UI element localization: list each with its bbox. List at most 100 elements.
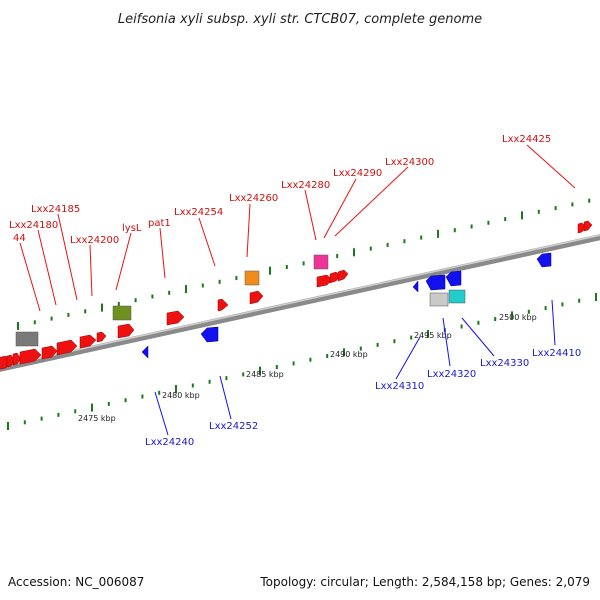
- reverse-genes: [141, 252, 552, 359]
- scale-label-2475: 2475 kbp: [78, 414, 116, 423]
- feature-box: [112, 305, 132, 321]
- reverse-gene-labels: Lxx24240 Lxx24252 Lxx24310 Lxx24320 Lxx2…: [145, 348, 581, 448]
- scale-tick: [504, 217, 507, 222]
- scale-label-2490: 2490 kbp: [330, 350, 368, 359]
- gene-label-lxx24180: Lxx24180: [9, 220, 58, 231]
- scale-tick: [554, 206, 557, 211]
- gene-arrow: [166, 310, 185, 326]
- scale-tick: [537, 209, 540, 214]
- reverse-leader-lines: [154, 299, 556, 436]
- scale-tick: [292, 361, 295, 366]
- gene-label-lxx24425: Lxx24425: [502, 134, 551, 145]
- gene-label-lxx24290: Lxx24290: [333, 168, 382, 179]
- scale-tick: [437, 229, 439, 238]
- scale-tick: [386, 242, 389, 247]
- scale-tick: [57, 412, 60, 417]
- forward-genes: [0, 220, 593, 370]
- scale-tick: [67, 312, 70, 317]
- genome-summary-text: Topology: circular; Length: 2,584,158 bp…: [259, 575, 590, 589]
- scale-tick: [326, 354, 329, 358]
- gene-label-lysl: lysL: [122, 223, 142, 234]
- scale-tick: [201, 283, 204, 288]
- scale-tick: [124, 398, 127, 403]
- scale-tick: [477, 320, 480, 325]
- scale-tick: [91, 403, 93, 412]
- feature-box: [244, 270, 260, 286]
- outer-scale-track: [17, 198, 591, 330]
- scale-tick: [191, 383, 194, 388]
- gene-arrow: [337, 269, 349, 282]
- scale-tick: [235, 276, 238, 281]
- scale-tick: [302, 261, 305, 266]
- scale-label-2500: 2500 kbp: [499, 313, 537, 322]
- scale-tick: [595, 293, 597, 301]
- scale-label-2495: 2495 kbp: [414, 331, 452, 340]
- scale-label-2480: 2480 kbp: [162, 391, 200, 400]
- gene-arrow: [79, 334, 97, 349]
- scale-tick: [353, 248, 355, 257]
- scale-tick: [561, 302, 564, 307]
- gene-arrow: [316, 274, 333, 288]
- scale-tick: [141, 394, 144, 399]
- scale-tick: [17, 322, 19, 330]
- scale-tick: [117, 301, 120, 306]
- scale-tick: [369, 246, 372, 251]
- scale-tick: [460, 324, 463, 329]
- gene-arrow: [425, 274, 446, 291]
- scale-tick: [33, 320, 36, 325]
- scale-tick: [511, 311, 513, 320]
- gene-arrow: [56, 339, 78, 356]
- scale-tick: [578, 298, 581, 303]
- gene-label-lxx24240: Lxx24240: [145, 437, 194, 448]
- scale-tick: [158, 390, 161, 395]
- scale-tick: [101, 303, 103, 312]
- scale-tick: [269, 266, 271, 275]
- gene-label-lxx24280: Lxx24280: [281, 180, 330, 191]
- gene-label-lxx24260: Lxx24260: [229, 193, 278, 204]
- scale-tick: [376, 342, 379, 347]
- gene-arrow: [249, 290, 264, 305]
- gene-arrow: [583, 220, 593, 232]
- scale-tick: [359, 346, 362, 351]
- gene-label-lxx24300: Lxx24300: [385, 157, 434, 168]
- scale-tick: [285, 265, 288, 269]
- scale-labels: 2475 kbp 2480 kbp 2485 kbp 2490 kbp 2495…: [78, 313, 537, 423]
- gene-arrow: [536, 252, 552, 268]
- scale-tick: [527, 309, 530, 314]
- genome-backbone: [0, 234, 600, 372]
- gene-label-lxx24200: Lxx24200: [70, 235, 119, 246]
- gene-label-lxx24330: Lxx24330: [480, 358, 529, 369]
- genome-backbone-highlight: [0, 234, 600, 368]
- scale-label-2485: 2485 kbp: [246, 370, 284, 379]
- gene-arrow: [412, 280, 419, 293]
- scale-tick: [427, 329, 429, 338]
- scale-tick: [544, 306, 547, 311]
- gene-label-lxx24310: Lxx24310: [375, 381, 424, 392]
- gene-arrow: [19, 348, 42, 365]
- scale-tick: [50, 316, 53, 321]
- gene-label-lxx24320: Lxx24320: [427, 369, 476, 380]
- gene-arrow: [200, 326, 219, 343]
- scale-tick: [151, 294, 154, 299]
- scale-tick: [403, 239, 406, 244]
- scale-tick: [134, 298, 137, 303]
- gene-arrow: [96, 331, 107, 343]
- scale-tick: [7, 422, 9, 430]
- inner-scale-track: [7, 293, 597, 430]
- scale-tick: [275, 365, 278, 369]
- scale-tick: [588, 198, 591, 203]
- scale-tick: [74, 409, 77, 414]
- gene-label-44: 44: [13, 233, 26, 244]
- scale-tick: [185, 285, 187, 294]
- scale-tick: [420, 235, 423, 240]
- gene-label-lxx24410: Lxx24410: [532, 348, 581, 359]
- scale-tick: [208, 379, 211, 384]
- scale-tick: [242, 372, 245, 377]
- gene-arrow: [117, 323, 135, 339]
- scale-tick: [494, 317, 497, 322]
- scale-tick: [410, 335, 413, 340]
- scale-tick: [225, 376, 228, 381]
- gene-label-lxx24185: Lxx24185: [31, 204, 80, 215]
- scale-tick: [84, 309, 87, 314]
